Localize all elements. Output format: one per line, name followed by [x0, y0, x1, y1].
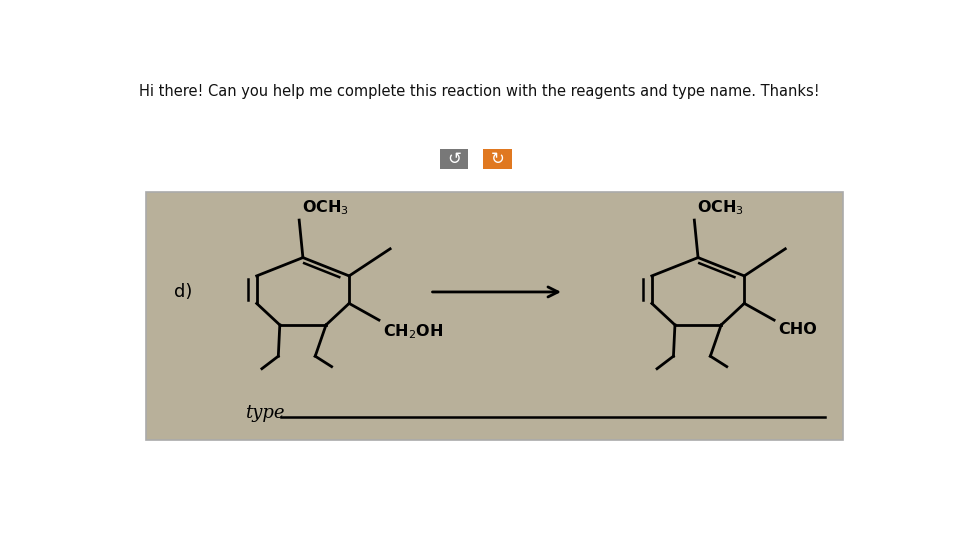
- Text: OCH$_3$: OCH$_3$: [697, 198, 744, 217]
- Text: ↺: ↺: [447, 150, 460, 168]
- Text: type: type: [245, 404, 284, 422]
- Text: Hi there! Can you help me complete this reaction with the reagents and type name: Hi there! Can you help me complete this …: [138, 84, 819, 98]
- Text: OCH$_3$: OCH$_3$: [302, 198, 349, 217]
- Text: ↻: ↻: [490, 150, 504, 168]
- Bar: [146, 192, 843, 440]
- Bar: [439, 149, 468, 169]
- Text: d): d): [174, 283, 192, 301]
- Bar: [482, 149, 511, 169]
- Text: CHO: CHO: [777, 322, 816, 337]
- Text: CH$_2$OH: CH$_2$OH: [382, 322, 443, 341]
